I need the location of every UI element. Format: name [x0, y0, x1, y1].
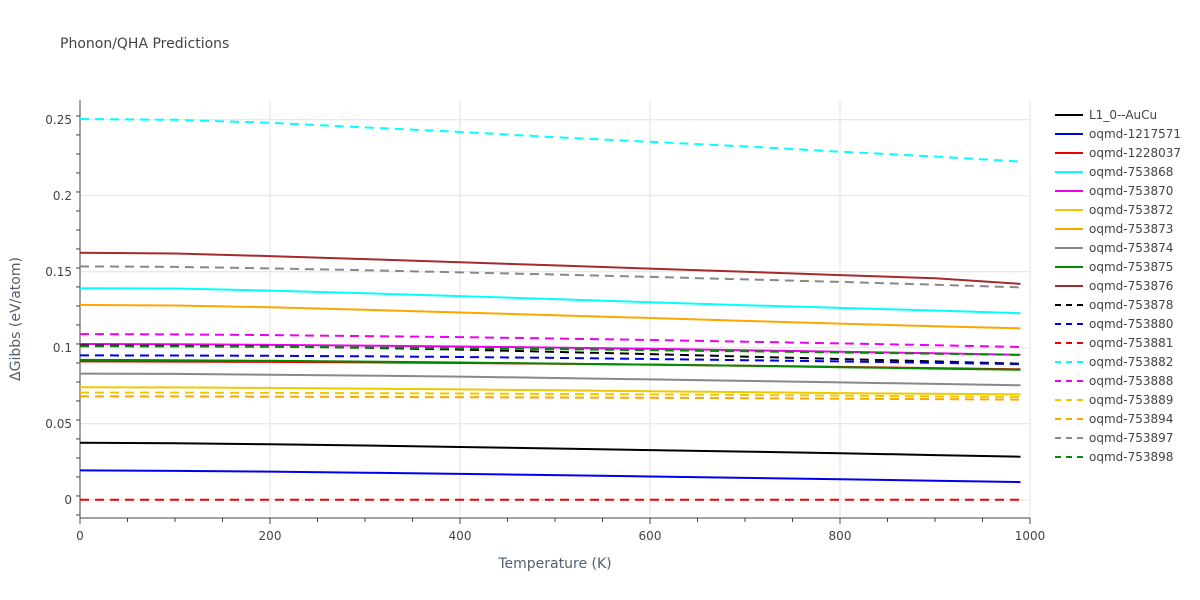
y-tick-label: 0.25	[45, 113, 72, 127]
legend-item[interactable]: oqmd-753873	[1055, 222, 1173, 236]
axes: 0 200 400 600 800 1000 0 0.05 0.1 0.15 0.2 0.25	[45, 100, 1045, 543]
series-line-L1_0--AuCu	[79, 441, 1021, 458]
legend-label: oqmd-753881	[1089, 336, 1173, 350]
series-line-oqmd-753873	[79, 303, 1021, 330]
series-line-oqmd-753880	[79, 354, 1021, 366]
legend-item[interactable]: oqmd-753870	[1055, 184, 1173, 198]
legend-item[interactable]: L1_0--AuCu	[1055, 108, 1157, 122]
legend-label: oqmd-753894	[1089, 412, 1173, 426]
legend-label: oqmd-753882	[1089, 355, 1173, 369]
x-tick-label: 0	[76, 529, 84, 543]
legend-label: oqmd-753897	[1089, 431, 1173, 445]
legend-item[interactable]: oqmd-753894	[1055, 412, 1173, 426]
series-line-oqmd-753882	[79, 118, 1021, 163]
legend-item[interactable]: oqmd-1228037	[1055, 146, 1181, 160]
series-line-oqmd-753872	[79, 386, 1021, 396]
x-tick-label: 800	[829, 529, 852, 543]
legend-label: oqmd-1228037	[1089, 146, 1181, 160]
legend-label: oqmd-753880	[1089, 317, 1173, 331]
grid	[80, 100, 1031, 518]
legend-item[interactable]: oqmd-1217571	[1055, 127, 1181, 141]
series-line-oqmd-1217571	[79, 469, 1021, 484]
x-tick-label: 1000	[1015, 529, 1046, 543]
legend-label: oqmd-753868	[1089, 165, 1173, 179]
series-line-oqmd-753894	[80, 395, 1021, 401]
y-tick-label: 0.1	[53, 341, 72, 355]
legend-item[interactable]: oqmd-753888	[1055, 374, 1173, 388]
series-line-oqmd-753868	[79, 287, 1021, 315]
legend-label: oqmd-753898	[1089, 450, 1173, 464]
x-axis-title: Temperature (K)	[497, 556, 611, 572]
legend-item[interactable]: oqmd-753897	[1055, 431, 1173, 445]
x-tick-label: 200	[259, 529, 282, 543]
legend-item[interactable]: oqmd-753889	[1055, 393, 1173, 407]
y-axis-title: ΔGibbs (eV/atom)	[8, 257, 24, 381]
legend: L1_0--AuCu oqmd-1217571 oqmd-1228037 oqmd-7…	[1055, 108, 1181, 464]
legend-label: oqmd-1217571	[1089, 127, 1181, 141]
legend-label: L1_0--AuCu	[1089, 108, 1157, 122]
y-tick-label: 0.15	[45, 265, 72, 279]
legend-item[interactable]: oqmd-753882	[1055, 355, 1173, 369]
legend-item[interactable]: oqmd-753880	[1055, 317, 1173, 331]
series-line-oqmd-753874	[79, 372, 1021, 387]
legend-item[interactable]: oqmd-753898	[1055, 450, 1173, 464]
series-lines	[79, 118, 1021, 501]
legend-item[interactable]: oqmd-753876	[1055, 279, 1173, 293]
legend-label: oqmd-753870	[1089, 184, 1173, 198]
legend-label: oqmd-753874	[1089, 241, 1173, 255]
series-line-oqmd-753870	[79, 343, 1021, 356]
series-line-oqmd-753898	[79, 345, 1021, 356]
legend-item[interactable]: oqmd-753874	[1055, 241, 1173, 255]
legend-item[interactable]: oqmd-753878	[1055, 298, 1173, 312]
series-line-oqmd-753897	[79, 265, 1021, 289]
legend-label: oqmd-753888	[1089, 374, 1173, 388]
x-tick-label: 600	[639, 529, 662, 543]
x-tick-label: 400	[449, 529, 472, 543]
y-tick-label: 0.05	[45, 417, 72, 431]
legend-item[interactable]: oqmd-753881	[1055, 336, 1173, 350]
legend-label: oqmd-753878	[1089, 298, 1173, 312]
series-line-oqmd-753888	[79, 333, 1021, 348]
legend-label: oqmd-753876	[1089, 279, 1173, 293]
legend-item[interactable]: oqmd-753868	[1055, 165, 1173, 179]
chart-title: Phonon/QHA Predictions	[60, 36, 230, 52]
legend-label: oqmd-753873	[1089, 222, 1173, 236]
legend-label: oqmd-753872	[1089, 203, 1173, 217]
legend-label: oqmd-753889	[1089, 393, 1173, 407]
y-tick-label: 0.2	[53, 189, 72, 203]
y-tick-label: 0	[64, 493, 72, 507]
series-line-oqmd-753889	[80, 391, 1021, 398]
series-line-oqmd-753875	[79, 358, 1021, 371]
series-line-oqmd-753876	[79, 251, 1021, 285]
legend-item[interactable]: oqmd-753875	[1055, 260, 1173, 274]
legend-item[interactable]: oqmd-753872	[1055, 203, 1173, 217]
legend-label: oqmd-753875	[1089, 260, 1173, 274]
